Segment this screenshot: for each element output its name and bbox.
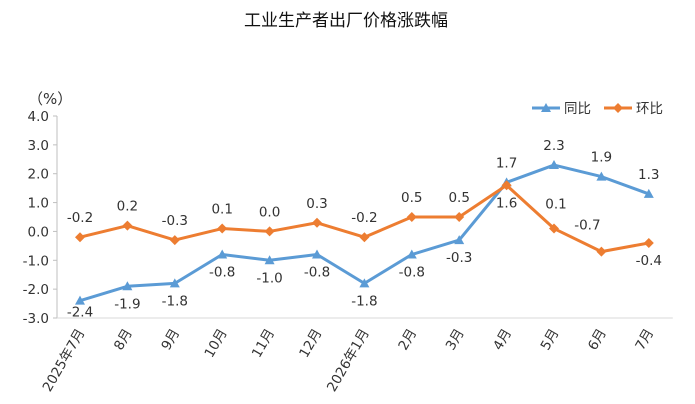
data-label: -0.3: [446, 250, 472, 266]
data-point: [264, 226, 275, 237]
data-point: [169, 278, 180, 288]
data-label-layer: -2.4 -1.9 -1.8 -0.8 -1.0 -0.8 -1.8 -0.8 -0.3 1.7 2…: [67, 138, 662, 321]
legend-marker: [541, 103, 551, 112]
y-tick-label: 4.0: [28, 109, 49, 125]
data-point: [359, 232, 370, 243]
data-label: 0.3: [306, 196, 327, 212]
y-tick-label: 2.0: [28, 167, 49, 183]
x-tick-label: 9月: [158, 326, 183, 353]
data-point: [406, 212, 417, 222]
y-tick-label: 1.0: [28, 196, 49, 212]
data-label: -0.2: [351, 210, 377, 226]
data-label: -2.4: [67, 305, 93, 321]
data-label: 0.1: [545, 197, 566, 213]
x-tick-label: 7月: [632, 326, 657, 353]
legend-label: 环比: [636, 101, 663, 117]
data-label: -1.8: [162, 293, 188, 309]
data-point: [122, 281, 133, 291]
data-label: -0.3: [162, 213, 188, 229]
data-point: [217, 223, 228, 234]
x-tick-label: 8月: [111, 326, 136, 353]
y-tick-label: -2.0: [23, 282, 49, 298]
x-tick-label: 2025年7月: [40, 326, 89, 395]
data-label: 1.6: [496, 195, 517, 211]
data-point: [596, 246, 607, 257]
y-tick-label: -3.0: [23, 311, 49, 327]
data-label: 1.9: [591, 150, 612, 166]
data-point: [596, 171, 607, 181]
data-point: [454, 212, 465, 222]
data-point: [312, 217, 322, 228]
x-tick-label: 10月: [201, 326, 230, 361]
y-tick-label: -1.0: [23, 253, 49, 269]
data-label: 0.0: [259, 204, 280, 220]
y-axis-label: （%）: [28, 90, 72, 108]
data-point: [359, 278, 370, 288]
data-point: [75, 232, 85, 243]
x-tick-label: 6月: [585, 326, 610, 353]
chart-title: 工业生产者出厂价格涨跌幅: [244, 11, 448, 31]
data-point: [169, 235, 180, 246]
data-point: [217, 249, 228, 259]
data-label: 2.3: [543, 138, 564, 154]
data-point: [454, 235, 465, 245]
data-point: [122, 220, 133, 231]
x-tick-label: 5月: [538, 326, 563, 353]
data-point: [643, 237, 654, 248]
data-point: [406, 249, 417, 259]
x-tick-label: 2026年1月: [324, 326, 373, 395]
data-label: -0.4: [636, 253, 662, 269]
legend-marker: [613, 103, 623, 113]
data-label: -0.7: [574, 218, 600, 234]
data-point: [643, 188, 654, 198]
data-point: [264, 255, 275, 265]
data-label: -0.8: [209, 265, 235, 281]
x-tick-label: 3月: [443, 326, 468, 353]
legend: 同比 环比: [532, 101, 663, 117]
data-label: -1.9: [114, 296, 140, 312]
series-layer: [75, 160, 654, 305]
legend-label: 同比: [564, 101, 591, 117]
data-label: 0.1: [211, 202, 232, 218]
data-point: [501, 180, 512, 191]
data-label: 0.5: [448, 190, 469, 206]
data-label: -0.2: [67, 210, 93, 226]
data-point: [549, 223, 559, 234]
data-label: -0.8: [304, 265, 330, 281]
data-point: [549, 160, 559, 170]
data-label: 1.7: [496, 155, 517, 171]
data-label: -1.8: [351, 293, 377, 309]
data-label: 1.3: [638, 167, 659, 183]
data-point: [75, 295, 85, 305]
data-point: [312, 249, 322, 259]
data-label: -0.8: [399, 265, 425, 281]
y-tick-label: 0.0: [28, 224, 49, 240]
x-tick-label: 12月: [296, 326, 325, 361]
x-tick-label: 2月: [395, 326, 420, 353]
x-tick-label: 4月: [490, 326, 515, 353]
data-label: 0.5: [401, 190, 422, 206]
data-label: -1.0: [256, 270, 282, 286]
data-label: 0.2: [117, 199, 138, 215]
y-tick-label: 3.0: [28, 138, 49, 154]
x-tick-label: 11月: [249, 326, 278, 361]
